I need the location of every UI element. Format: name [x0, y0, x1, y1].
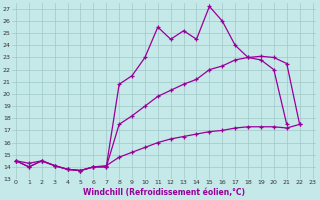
X-axis label: Windchill (Refroidissement éolien,°C): Windchill (Refroidissement éolien,°C): [83, 188, 245, 197]
